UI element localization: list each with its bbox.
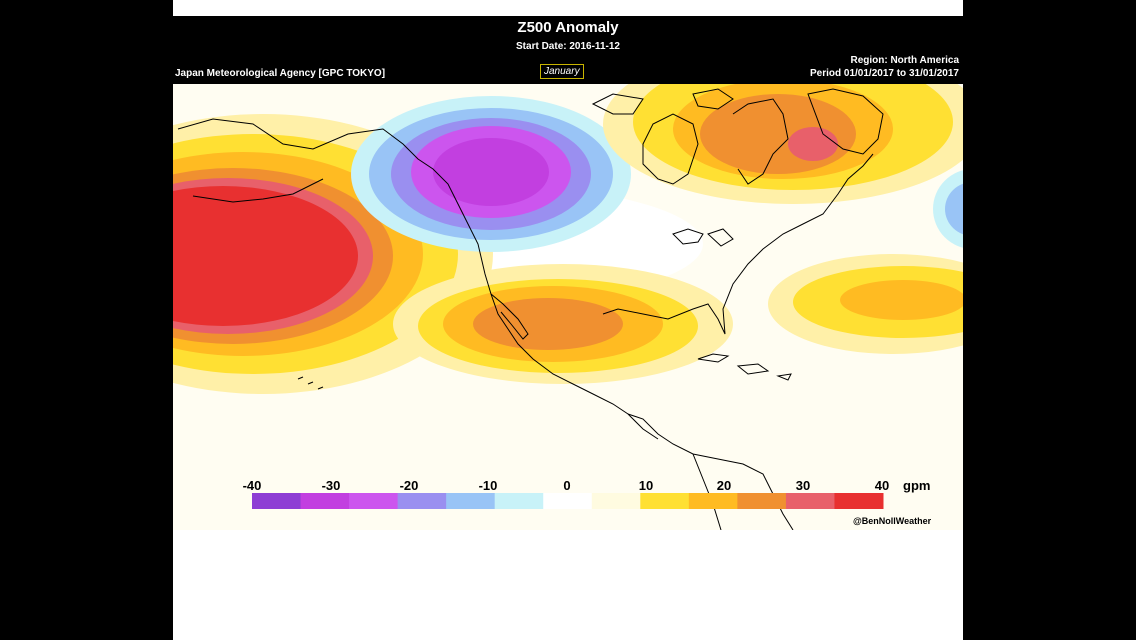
legend-swatch: [494, 493, 544, 509]
period-label: Period 01/01/2017 to 31/01/2017: [810, 68, 959, 79]
month-label: January: [540, 64, 584, 79]
legend-tick-label: 30: [796, 478, 810, 493]
watermark: @BenNollWeather: [853, 516, 932, 526]
legend-tick-label: -30: [322, 478, 341, 493]
legend-swatch: [834, 493, 884, 509]
map-title: Z500 Anomaly: [517, 19, 619, 36]
legend-swatch: [543, 493, 593, 509]
color-legend: [252, 493, 884, 509]
legend-swatch: [591, 493, 641, 509]
legend-tick-label: 20: [717, 478, 731, 493]
legend-unit: gpm: [903, 478, 930, 493]
legend-tick-label: -10: [479, 478, 498, 493]
legend-swatch: [785, 493, 835, 509]
legend-swatch: [397, 493, 447, 509]
start-date: Start Date: 2016-11-12: [516, 41, 620, 52]
legend-ticks: -40 -30 -20 -10 0 10 20 30 40: [243, 478, 890, 493]
legend-tick-label: -20: [400, 478, 419, 493]
legend-swatch: [349, 493, 399, 509]
legend-swatch: [688, 493, 738, 509]
agency-label: Japan Meteorological Agency [GPC TOKYO]: [175, 68, 386, 79]
legend-swatch: [640, 493, 690, 509]
legend-swatch: [446, 493, 496, 509]
anomaly-map: -40 -30 -20 -10 0 10 20 30 40 gpm: [173, 84, 963, 530]
legend-swatch: [252, 493, 302, 509]
map-header: Z500 Anomaly Start Date: 2016-11-12 Japa…: [173, 16, 963, 84]
anomaly-shading: [173, 84, 963, 394]
legend-tick-label: 10: [639, 478, 653, 493]
legend-tick-label: 40: [875, 478, 889, 493]
legend-tick-label: 0: [563, 478, 570, 493]
region-label: Region: North America: [850, 55, 959, 66]
legend-tick-label: -40: [243, 478, 262, 493]
legend-swatch: [737, 493, 787, 509]
legend-swatch: [300, 493, 350, 509]
